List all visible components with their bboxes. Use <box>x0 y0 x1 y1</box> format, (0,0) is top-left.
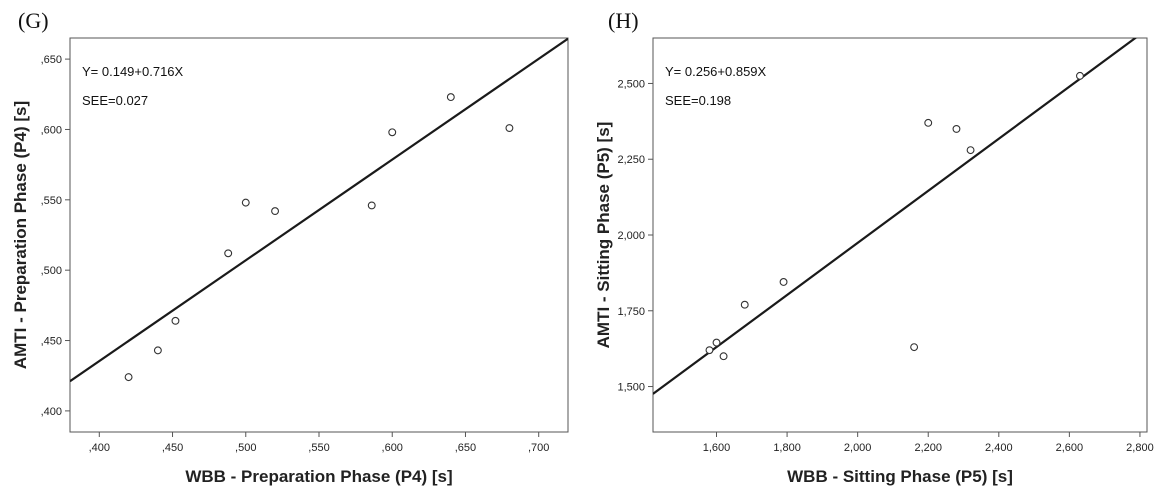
x-tick-label: 2,600 <box>1056 442 1084 454</box>
x-tick-label: 1,600 <box>703 442 731 454</box>
see-label: SEE=0.198 <box>665 93 731 108</box>
data-point <box>446 93 455 102</box>
data-point <box>505 124 514 133</box>
regression-line <box>653 38 1138 395</box>
y-tick-label: 1,750 <box>617 306 645 318</box>
y-axis-title: AMTI - Preparation Phase (P4) [s] <box>11 101 30 369</box>
data-point <box>171 316 180 325</box>
y-tick-label: 2,250 <box>617 154 645 166</box>
x-tick-label: 2,200 <box>914 442 942 454</box>
x-tick-label: ,650 <box>455 442 476 454</box>
panel-label-h: (H) <box>608 8 639 33</box>
data-point <box>712 338 721 347</box>
data-point <box>779 278 788 286</box>
data-point <box>153 346 162 355</box>
data-point <box>966 146 975 155</box>
x-tick-label: ,700 <box>528 442 549 454</box>
x-tick-label: ,500 <box>235 442 256 454</box>
x-tick-label: 2,800 <box>1126 442 1154 454</box>
panel-label-g: (G) <box>18 8 49 33</box>
y-tick-label: 1,500 <box>617 382 645 394</box>
y-tick-label: ,500 <box>41 265 62 277</box>
x-axis-title: WBB - Sitting Phase (P5) [s] <box>787 467 1013 486</box>
regression-line <box>70 38 568 383</box>
regression-equation: Y= 0.149+0.716X <box>82 64 184 79</box>
y-tick-label: ,650 <box>41 54 62 66</box>
x-tick-label: ,600 <box>382 442 403 454</box>
x-tick-label: 2,000 <box>844 442 872 454</box>
regression-equation: Y= 0.256+0.859X <box>665 64 767 79</box>
y-tick-label: ,600 <box>41 124 62 136</box>
data-point <box>924 118 933 127</box>
data-point <box>719 352 728 361</box>
data-point <box>124 373 133 382</box>
data-point <box>1076 71 1084 80</box>
chart-g: ,400 ,450 ,500 ,550 ,600 ,650 ,700 ,400 ,450 ,500… <box>11 37 569 486</box>
data-point <box>224 249 233 258</box>
y-tick-label: 2,000 <box>617 230 645 242</box>
data-point <box>241 198 250 207</box>
y-axis-title: AMTI - Sitting Phase (P5) [s] <box>594 122 613 349</box>
x-tick-label: 2,400 <box>985 442 1013 454</box>
data-point <box>367 201 376 210</box>
x-tick-label: ,450 <box>162 442 183 454</box>
y-tick-label: ,450 <box>41 336 62 348</box>
data-point <box>740 300 749 309</box>
data-point <box>388 128 397 137</box>
x-tick-label: ,400 <box>89 442 110 454</box>
data-point <box>910 343 919 352</box>
x-axis-title: WBB - Preparation Phase (P4) [s] <box>185 467 452 486</box>
data-point <box>952 124 961 133</box>
x-tick-label: 1,800 <box>773 442 801 454</box>
y-tick-label: 2,500 <box>617 78 645 90</box>
chart-h: 1,600 1,800 2,000 2,200 2,400 2,600 2,800 1,500… <box>594 37 1154 486</box>
see-label: SEE=0.027 <box>82 93 148 108</box>
y-tick-label: ,400 <box>41 406 62 418</box>
data-point <box>705 346 714 355</box>
x-tick-label: ,550 <box>308 442 329 454</box>
y-tick-label: ,550 <box>41 195 62 207</box>
data-point <box>271 207 280 216</box>
